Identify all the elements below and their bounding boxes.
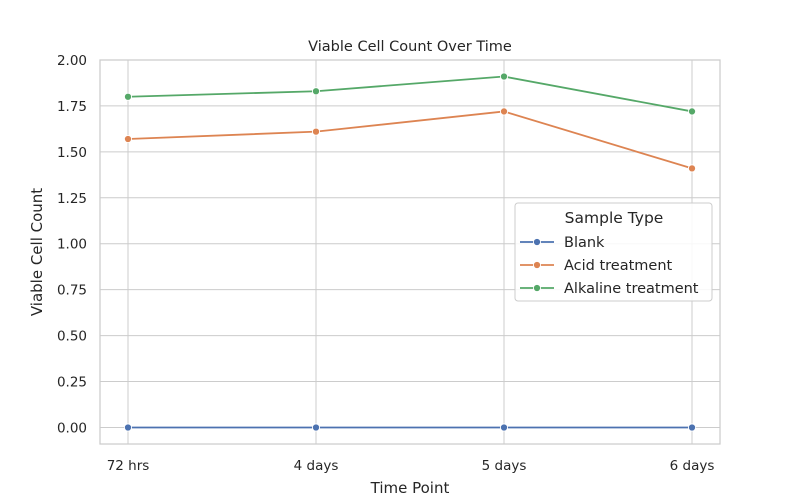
- data-point-acid-treatment: [123, 134, 133, 144]
- y-tick-label: 0.50: [57, 329, 87, 345]
- y-tick-label: 2.00: [57, 53, 87, 69]
- legend-label-alkaline-treatment: Alkaline treatment: [564, 281, 699, 297]
- legend-swatch-marker-blank: [532, 237, 542, 247]
- data-point-blank: [687, 423, 697, 432]
- data-point-alkaline-treatment: [311, 87, 321, 96]
- data-point-acid-treatment: [499, 107, 509, 116]
- legend-swatch-marker-acid-treatment: [532, 260, 542, 270]
- series-line-acid-treatment: [127, 110, 693, 170]
- x-tick-label: 72 hrs: [107, 458, 150, 474]
- y-tick-label: 1.00: [57, 237, 87, 253]
- legend: Sample Type Blank Acid treatment Alkaline …: [514, 202, 713, 302]
- legend-items: Blank Acid treatment Alkaline treatment: [520, 235, 699, 297]
- y-tick-label: 1.75: [57, 99, 87, 115]
- y-axis-label: Viable Cell Count: [28, 188, 46, 316]
- y-tick-label: 1.50: [57, 145, 87, 161]
- y-tick-label: 1.25: [57, 191, 87, 207]
- legend-box: [514, 202, 713, 302]
- data-point-acid-treatment: [687, 164, 697, 173]
- legend-swatch-marker-alkaline-treatment: [532, 283, 542, 293]
- data-point-alkaline-treatment: [123, 92, 133, 101]
- legend-title: Sample Type: [565, 209, 664, 227]
- x-tick-label: 4 days: [294, 458, 339, 474]
- data-point-blank: [123, 423, 133, 432]
- series-line-alkaline-treatment: [127, 75, 693, 113]
- data-point-acid-treatment: [311, 127, 321, 136]
- data-point-alkaline-treatment: [499, 72, 509, 81]
- y-tick-label: 0.25: [57, 375, 87, 391]
- data-point-blank: [311, 423, 321, 432]
- series-layer: [123, 72, 697, 432]
- x-axis-label: Time Point: [370, 479, 450, 497]
- data-point-blank: [499, 423, 509, 432]
- legend-label-blank: Blank: [564, 235, 605, 251]
- x-tick-label: 6 days: [670, 458, 715, 474]
- legend-label-acid-treatment: Acid treatment: [564, 258, 673, 274]
- y-tick-label: 0.75: [57, 283, 87, 299]
- y-tick-labels: 0.00 0.25 0.50 0.75 1.00 1.25 1.50 1.75 2.00: [57, 53, 87, 436]
- x-tick-label: 5 days: [482, 458, 527, 474]
- x-tick-labels: 72 hrs 4 days 5 days 6 days: [107, 458, 715, 474]
- plot-frame: [99, 59, 721, 445]
- data-point-alkaline-treatment: [687, 107, 697, 116]
- chart-title: Viable Cell Count Over Time: [308, 39, 512, 55]
- y-tick-label: 0.00: [57, 420, 87, 436]
